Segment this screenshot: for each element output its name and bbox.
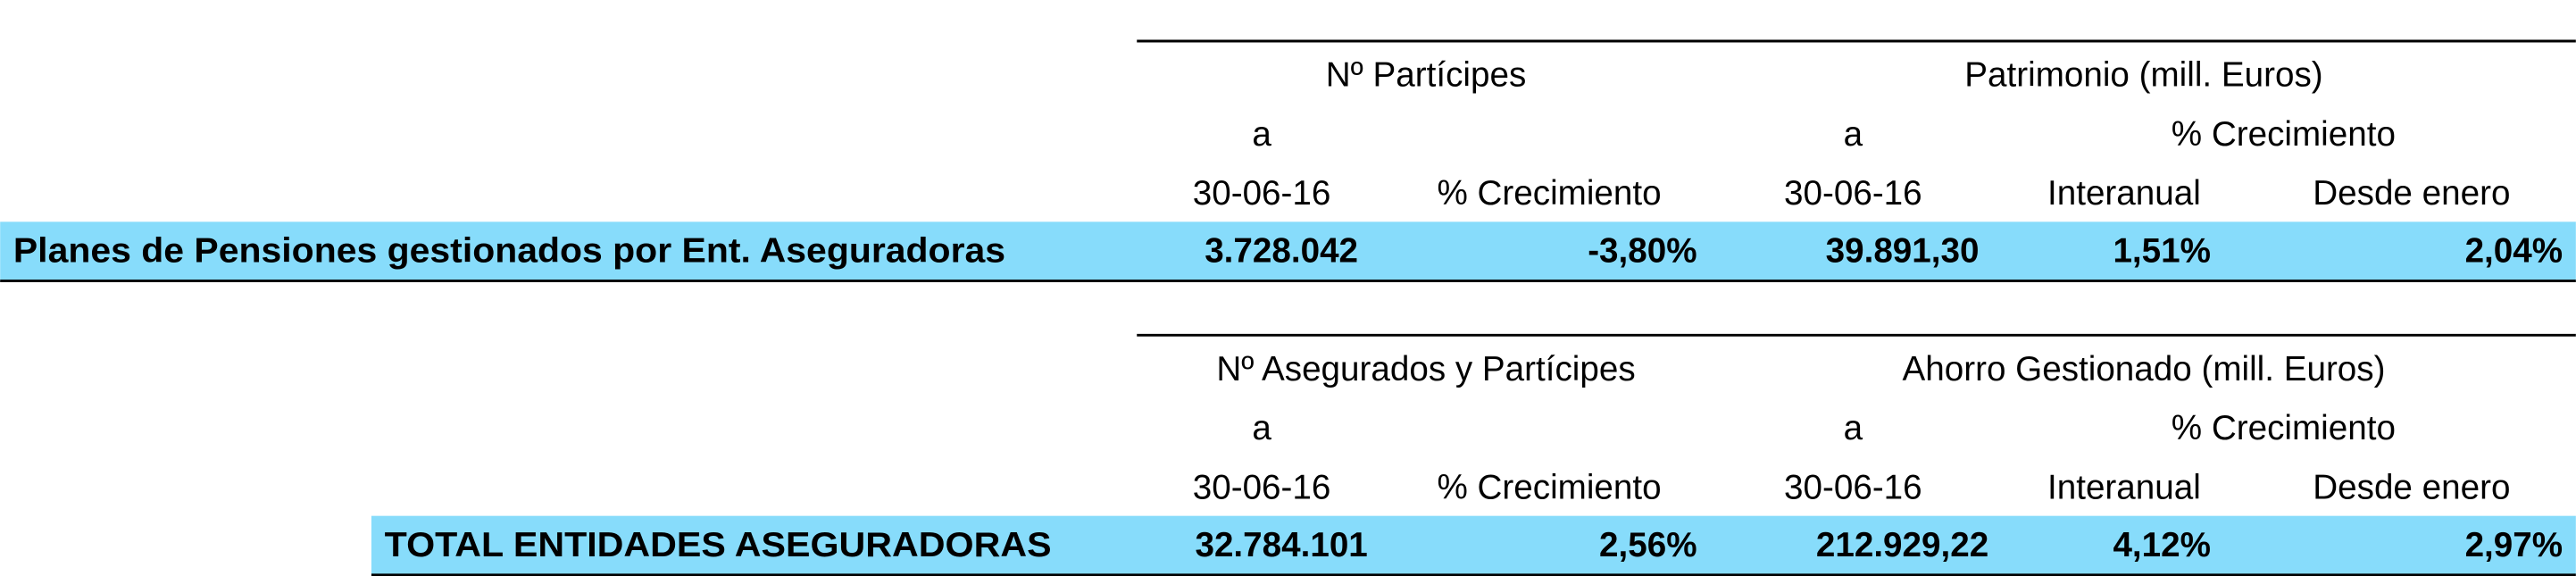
column-header: 30-06-16 [1784, 468, 1922, 506]
cell: 4,12% [2113, 526, 2211, 564]
cell: 3.728.042 [1205, 232, 1358, 271]
group-header: Patrimonio (mill. Euros) [1964, 56, 2322, 95]
column-header: % Crecimiento [1437, 174, 1661, 213]
subheader: a [1844, 115, 1863, 154]
column-header: % Crecimiento [1437, 468, 1661, 506]
summary-table: Nº Asegurados y Partícipes Ahorro Gestion… [371, 333, 2576, 576]
column-header: Interanual [2047, 468, 2201, 506]
cell: -3,80% [1588, 232, 1696, 271]
column-header: 30-06-16 [1193, 174, 1331, 213]
row-label: TOTAL ENTIDADES ASEGURADORAS [385, 526, 1052, 564]
cell: 39.891,30 [1826, 232, 1980, 271]
column-header: Interanual [2047, 174, 2201, 213]
cell: 212.929,22 [1816, 526, 1988, 564]
summary-table: Nº Partícipes Patrimonio (mill. Euros) a a%… [0, 39, 2576, 283]
group-header: Ahorro Gestionado (mill. Euros) [1903, 350, 2386, 388]
cell: 2,97% [2465, 526, 2563, 564]
group-header: Nº Partícipes [1326, 56, 1526, 95]
cell: 2,04% [2465, 232, 2563, 271]
subheader: a [1252, 115, 1271, 154]
cell: 32.784.101 [1195, 526, 1367, 564]
subheader: a [1844, 409, 1863, 447]
subheader: % Crecimiento [2172, 409, 2396, 447]
row-band [0, 221, 2576, 281]
column-header: Desde enero [2313, 468, 2510, 506]
group-header: Nº Asegurados y Partícipes [1216, 350, 1635, 388]
column-header: Desde enero [2313, 174, 2510, 213]
subheader: a [1252, 409, 1271, 447]
row-label: Planes de Pensiones gestionados por Ent.… [13, 232, 1005, 271]
row-band [371, 515, 2576, 575]
subheader: % Crecimiento [2172, 115, 2396, 154]
column-header: 30-06-16 [1193, 468, 1331, 506]
cell: 1,51% [2113, 232, 2211, 271]
cell: 2,56% [1599, 526, 1697, 564]
column-header: 30-06-16 [1784, 174, 1922, 213]
